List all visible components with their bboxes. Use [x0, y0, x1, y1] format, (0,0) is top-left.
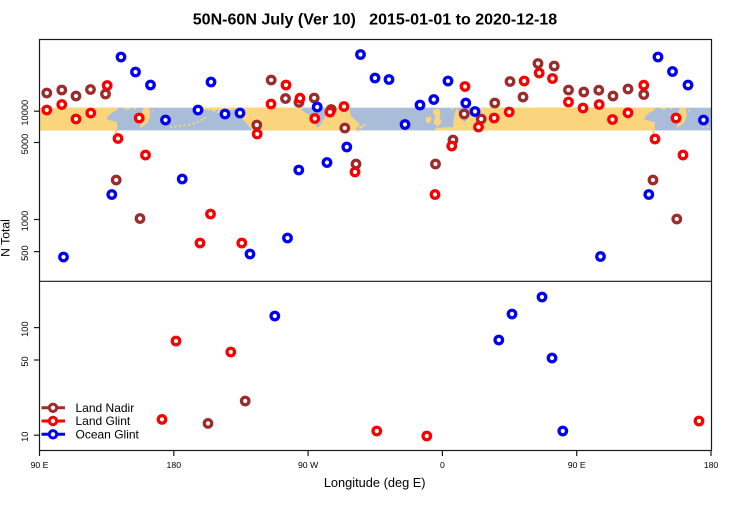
svg-text:90 W: 90 W — [298, 460, 319, 470]
svg-text:5000: 5000 — [20, 134, 30, 155]
svg-text:1000: 1000 — [20, 211, 30, 232]
svg-text:Land Glint: Land Glint — [76, 414, 131, 428]
svg-text:90 E: 90 E — [31, 460, 49, 470]
svg-text:Longitude (deg E): Longitude (deg E) — [324, 475, 426, 490]
svg-text:100: 100 — [20, 321, 30, 337]
svg-text:180: 180 — [167, 460, 182, 470]
svg-text:10: 10 — [20, 432, 30, 442]
svg-text:Land Nadir: Land Nadir — [76, 401, 135, 415]
svg-text:50N-60N July (Ver 10) 2015-0: 50N-60N July (Ver 10) 2015-01-01 to 2020… — [193, 11, 558, 29]
svg-text:N Total: N Total — [0, 219, 13, 257]
svg-text:90 E: 90 E — [568, 460, 586, 470]
svg-text:0: 0 — [440, 460, 445, 470]
svg-text:10000: 10000 — [20, 100, 30, 126]
svg-text:Ocean Glint: Ocean Glint — [76, 428, 140, 442]
svg-text:50: 50 — [20, 356, 30, 366]
svg-text:180: 180 — [704, 460, 719, 470]
svg-text:500: 500 — [20, 245, 30, 261]
